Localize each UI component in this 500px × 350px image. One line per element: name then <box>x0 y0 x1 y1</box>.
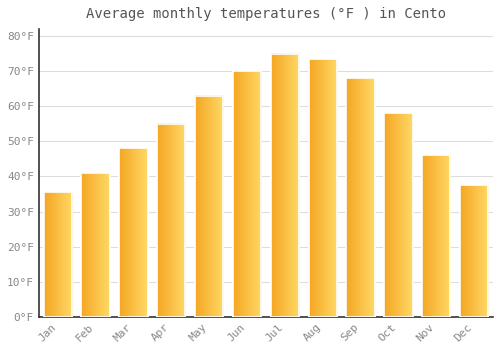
Bar <box>308 59 337 317</box>
Bar <box>119 148 148 317</box>
Bar <box>233 71 261 317</box>
Title: Average monthly temperatures (°F ) in Cento: Average monthly temperatures (°F ) in Ce… <box>86 7 446 21</box>
Bar <box>82 173 110 317</box>
Bar <box>422 155 450 317</box>
Bar <box>233 71 261 317</box>
Bar <box>308 59 337 317</box>
Bar <box>82 173 110 317</box>
Bar <box>119 148 148 317</box>
Bar <box>270 54 299 317</box>
Bar <box>157 124 186 317</box>
Bar <box>422 155 450 317</box>
Bar <box>44 192 72 317</box>
Bar <box>195 96 224 317</box>
Bar <box>460 185 488 317</box>
Bar <box>384 113 412 317</box>
Bar <box>384 113 412 317</box>
Bar <box>346 78 375 317</box>
Bar <box>157 124 186 317</box>
Bar <box>270 54 299 317</box>
Bar <box>460 185 488 317</box>
Bar <box>346 78 375 317</box>
Bar <box>44 192 72 317</box>
Bar <box>195 96 224 317</box>
